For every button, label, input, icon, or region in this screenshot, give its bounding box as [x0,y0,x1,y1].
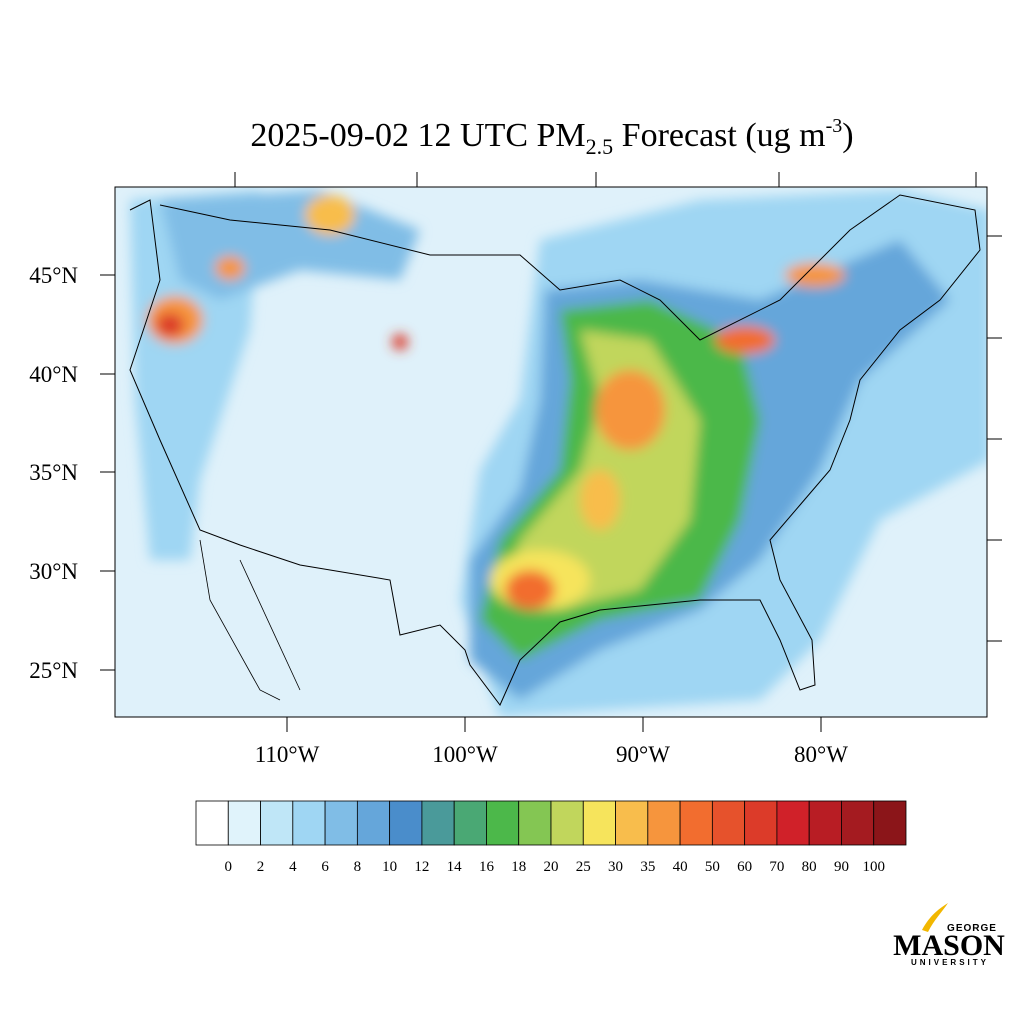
colorbar-box [841,800,875,846]
colorbar-label: 20 [544,859,559,875]
colorbar-label: 18 [511,859,526,875]
lon-label: 110°W [255,742,320,767]
colorbar-box [324,800,358,846]
colorbar-box [679,800,713,846]
lon-label: 80°W [794,742,848,767]
colorbar-label: 50 [705,859,720,875]
map-frame [114,186,988,718]
colorbar-label: 14 [447,859,463,875]
colorbar-box [356,800,391,846]
lat-label: 30°N [29,559,78,584]
logo-top: GEORGE [947,923,997,934]
colorbar-box [873,800,907,846]
axis-ticks [100,172,1002,732]
colorbar-label: 30 [608,859,623,875]
colorbar-label: 2 [257,859,265,875]
colorbar-label: 4 [289,859,297,875]
title: 2025-09-02 12 UTC PM2.5 Forecast (ug m-3… [250,115,853,159]
colorbar-label: 6 [321,859,329,875]
map-field [115,187,987,717]
longitude-labels: 110°W 100°W 90°W 80°W [255,742,849,767]
colorbar-label: 90 [834,859,849,875]
colorbar: 0 2 4 6 8 10 12 14 16 18 20 25 30 35 40 50 60 70 80 90 100 [195,800,907,875]
colorbar-label: 40 [673,859,688,875]
colorbar-box [453,800,487,846]
colorbar-label: 70 [769,859,784,875]
colorbar-box [518,800,552,846]
colorbar-box [776,800,810,846]
colorbar-label: 10 [382,859,397,875]
lon-label: 100°W [432,742,498,767]
lat-label: 45°N [29,263,78,288]
colorbar-label: 0 [225,859,233,875]
colorbar-box [292,800,326,846]
colorbar-box [486,800,520,846]
lat-label: 40°N [29,362,78,387]
colorbar-label: 80 [802,859,817,875]
colorbar-label: 100 [862,859,885,875]
colorbar-box [615,800,649,846]
lat-label: 35°N [29,460,78,485]
lat-label: 25°N [29,658,78,683]
colorbar-box [389,800,423,846]
colorbar-box [195,800,229,846]
colorbar-label: 25 [576,859,591,875]
logo: GEORGE MASON UNIVERSITY [893,903,1005,967]
colorbar-box [582,800,616,846]
colorbar-label: 12 [414,859,429,875]
colorbar-box [744,800,778,846]
colorbar-label: 8 [354,859,362,875]
latitude-labels: 45°N 40°N 35°N 30°N 25°N [29,263,78,683]
colorbar-box [647,800,681,846]
colorbar-label: 35 [640,859,655,875]
lon-label: 90°W [616,742,670,767]
logo-main: MASON [893,929,1005,962]
colorbar-label: 16 [479,859,495,875]
colorbar-box [711,800,746,846]
colorbar-box [260,800,294,846]
colorbar-box [550,800,584,846]
colorbar-box [227,800,261,846]
colorbar-box [421,800,455,846]
logo-bottom: UNIVERSITY [911,958,989,967]
colorbar-label: 60 [737,859,752,875]
colorbar-box [808,800,842,846]
